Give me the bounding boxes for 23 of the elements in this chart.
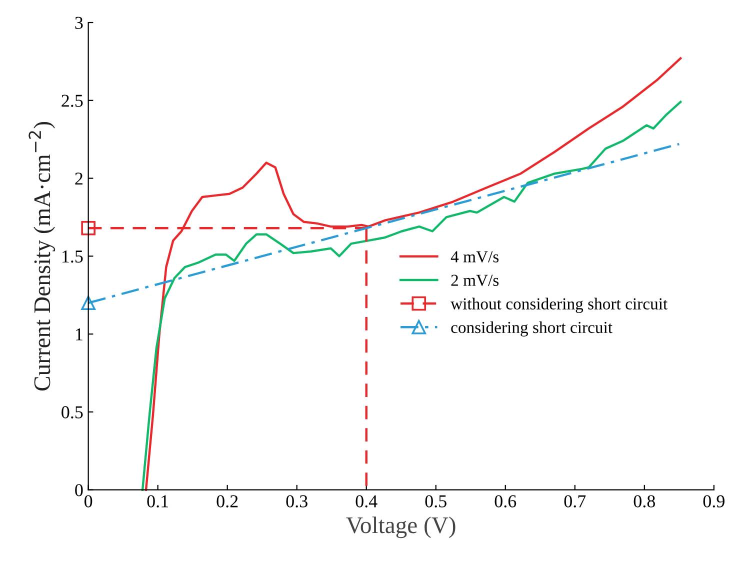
y-tick-label: 1.5 (62, 250, 83, 263)
x-tick-label: 0.8 (634, 495, 656, 508)
legend-label: 2 mV/s (451, 274, 499, 286)
x-tick-label: 0.1 (147, 495, 168, 508)
legend-label: without considering short circuit (450, 298, 668, 313)
y-axis-title: Current Density (mA·cm$^{−2}$) (28, 122, 56, 390)
y-tick-label: 3 (75, 16, 83, 29)
x-tick-label: 0.2 (216, 495, 238, 508)
x-tick-label: 0.9 (703, 495, 724, 508)
x-tick-label: 0.6 (494, 495, 516, 508)
x-tick-label: 0.4 (356, 495, 378, 508)
x-axis-title: Voltage (V) (346, 516, 456, 538)
x-tick-label: 0.3 (286, 495, 308, 508)
y-tick-label: 2.5 (62, 94, 83, 107)
legend-label: 4 mV/s (450, 251, 499, 262)
legend-label: considering short circuit (451, 321, 612, 337)
y-tick-label: 2 (75, 172, 82, 185)
x-tick-label: 0 (84, 495, 92, 508)
y-tick-label: 0 (75, 484, 83, 496)
y-tick-label: 0.5 (62, 406, 83, 418)
x-tick-label: 0.5 (425, 495, 446, 508)
x-tick-label: 0.7 (564, 495, 586, 508)
y-tick-label: 1 (76, 328, 82, 340)
